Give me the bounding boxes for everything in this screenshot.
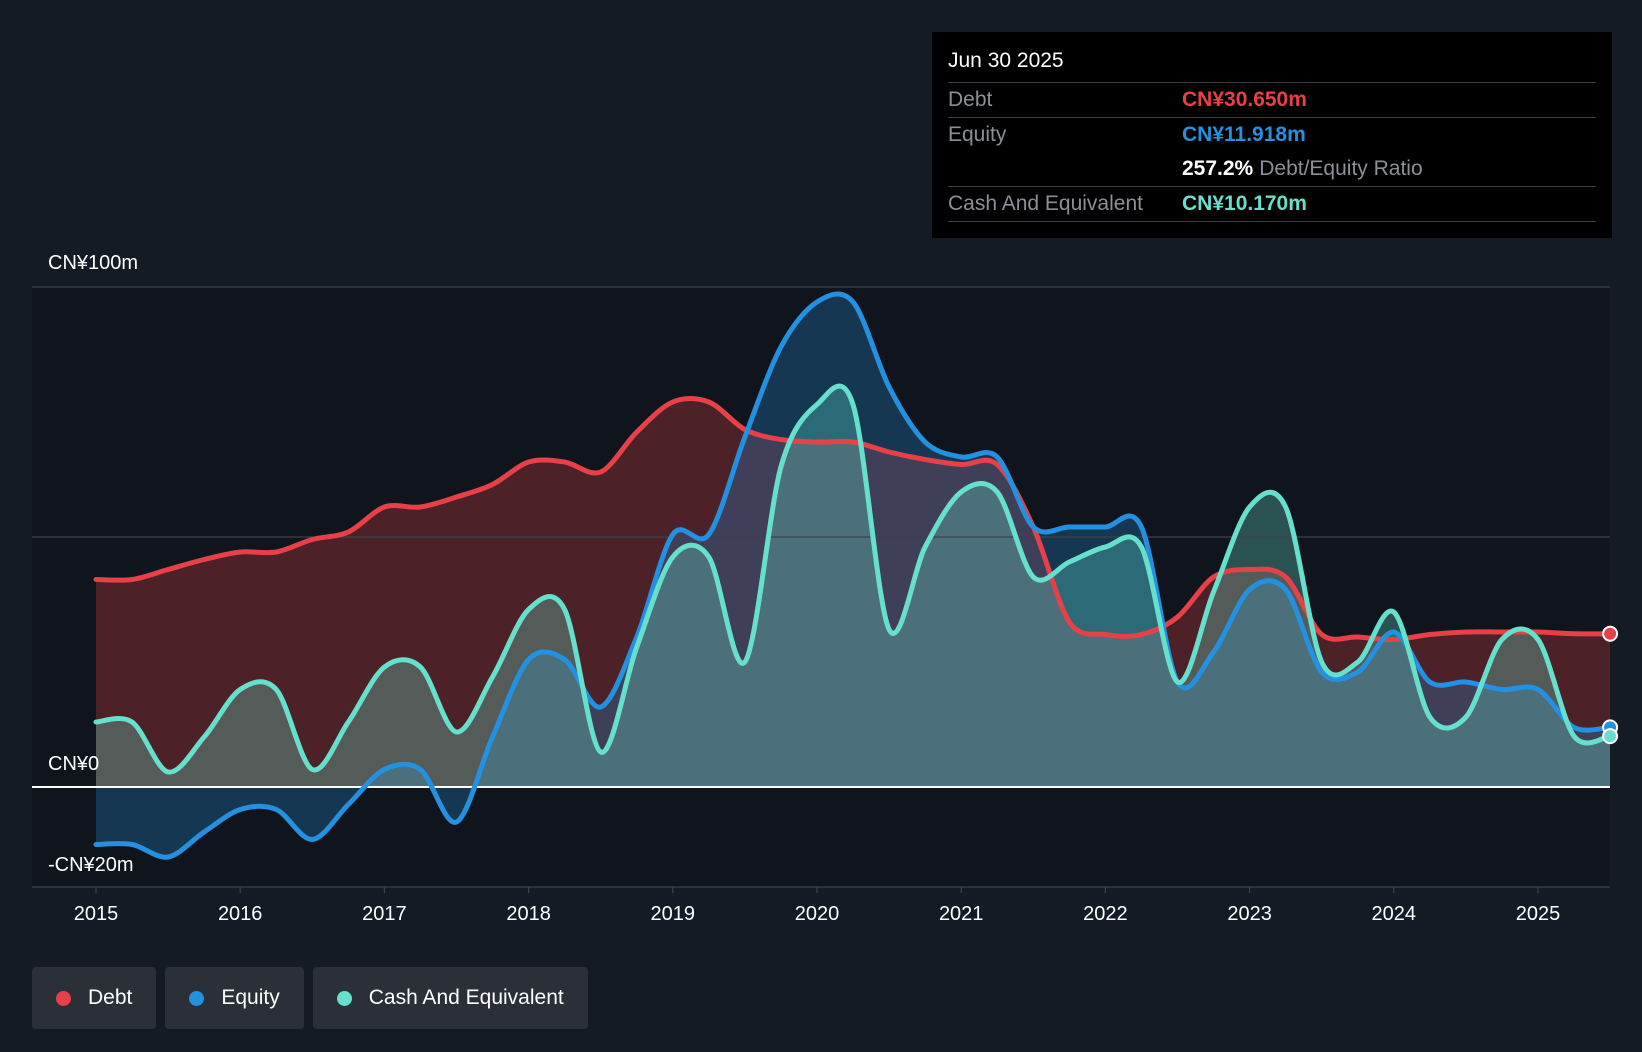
x-tick-label: 2023 — [1227, 903, 1272, 925]
x-tick-label: 2021 — [939, 903, 984, 925]
tooltip-equity-label: Equity — [948, 123, 1007, 146]
tooltip-ratio-label: Debt/Equity Ratio — [1259, 157, 1423, 180]
data-tooltip: Jun 30 2025 Debt CN¥30.650m Equity CN¥11… — [932, 32, 1612, 238]
tooltip-row-equity: Equity CN¥11.918m — [948, 118, 1596, 152]
tooltip-cash-value: CN¥10.170m — [1182, 192, 1307, 215]
legend-cash-label: Cash And Equivalent — [368, 986, 564, 1009]
equity-area — [96, 294, 1610, 858]
chart-legend: Debt Equity Cash And Equivalent — [32, 967, 597, 1029]
x-tick-label: 2025 — [1516, 903, 1561, 925]
tooltip-row-debt: Debt CN¥30.650m — [948, 83, 1596, 118]
tooltip-ratio-value: 257.2% — [1182, 157, 1254, 180]
y-axis-labels: CN¥100m CN¥0 -CN¥20m — [48, 252, 138, 876]
tooltip-cash-label: Cash And Equivalent — [948, 192, 1143, 215]
cash-and-equivalent-endpoint — [1602, 728, 1619, 745]
x-tick-label: 2016 — [218, 903, 263, 925]
cash-dot-icon — [336, 990, 352, 1006]
series-lines — [93, 291, 1610, 860]
legend-debt-label: Debt — [88, 986, 133, 1009]
tooltip-date: Jun 30 2025 — [948, 46, 1596, 83]
y-tick-label: -CN¥20m — [48, 854, 134, 876]
series-endpoints — [1602, 625, 1619, 745]
series-areas — [96, 294, 1610, 858]
tooltip-row-ratio: 257.2% Debt/Equity Ratio — [948, 152, 1596, 187]
x-tick-label: 2017 — [362, 903, 407, 925]
legend-item-debt[interactable]: Debt — [32, 967, 157, 1029]
cash-and-equivalent-line — [93, 383, 1610, 775]
tooltip-equity-value: CN¥11.918m — [1182, 123, 1306, 146]
y-tick-label: CN¥100m — [48, 252, 138, 274]
x-tick-label: 2018 — [506, 903, 551, 925]
tooltip-row-cash: Cash And Equivalent CN¥10.170m — [948, 187, 1596, 222]
cash-and-equivalent-area — [96, 386, 1610, 787]
x-tick-label: 2015 — [74, 903, 119, 925]
legend-item-equity[interactable]: Equity — [165, 967, 304, 1029]
debt-dot-icon — [56, 990, 71, 1006]
y-tick-label: CN¥0 — [48, 753, 99, 775]
debt-area — [96, 398, 1610, 787]
tooltip-debt-value: CN¥30.650m — [1182, 88, 1307, 111]
x-tick-label: 2024 — [1372, 903, 1417, 925]
equity-line — [93, 291, 1610, 860]
x-tick-label: 2020 — [795, 903, 840, 925]
equity-dot-icon — [189, 990, 205, 1006]
legend-equity-label: Equity — [221, 986, 280, 1009]
x-axis-labels: 2015 2016 2017 2018 2019 2020 2021 2022 2023 2024… — [74, 887, 1561, 925]
legend-item-cash[interactable]: Cash And Equivalent — [312, 967, 588, 1029]
x-tick-label: 2019 — [651, 903, 696, 925]
debt-endpoint — [1602, 625, 1619, 642]
grid-lines — [32, 286, 1610, 888]
tooltip-debt-label: Debt — [948, 88, 993, 111]
x-tick-label: 2022 — [1083, 903, 1128, 925]
